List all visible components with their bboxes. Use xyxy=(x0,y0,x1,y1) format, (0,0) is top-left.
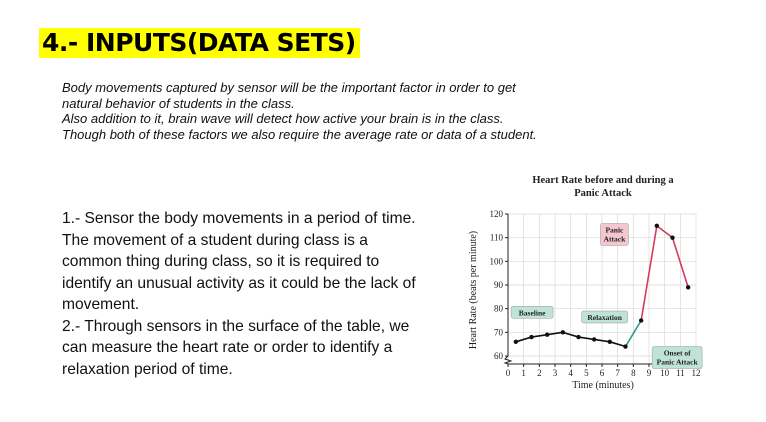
series-segment xyxy=(609,341,626,348)
y-tick-label: 120 xyxy=(490,209,504,219)
annotation-label: Panic Attack xyxy=(657,358,699,367)
series-segment xyxy=(671,237,689,288)
slide-title: 4.- INPUTS(DATA SETS) xyxy=(39,28,360,58)
data-point xyxy=(560,330,566,335)
annotation-box xyxy=(600,223,629,246)
y-tick-label: 80 xyxy=(494,304,504,314)
series-segment xyxy=(547,331,563,336)
data-point xyxy=(576,334,581,340)
data-point xyxy=(623,344,628,349)
series-segment xyxy=(656,225,673,239)
intro-line: Though both of these factors we also req… xyxy=(62,126,537,142)
x-tick-label: 10 xyxy=(660,368,670,378)
body-points: 1.- Sensor the body movements in a perio… xyxy=(62,208,422,380)
annotation-box xyxy=(510,306,554,319)
intro-line: Also addition to it, brain wave will det… xyxy=(62,111,504,126)
x-tick-label: 1 xyxy=(521,368,526,378)
series-segment xyxy=(594,338,610,343)
x-tick-label: 9 xyxy=(647,368,652,378)
data-point xyxy=(544,332,550,337)
series-segment xyxy=(624,320,642,347)
annotation-label: Relaxation xyxy=(587,313,622,322)
annotation-label: Attack xyxy=(604,234,626,243)
y-axis-break xyxy=(503,355,513,365)
x-tick-label: 6 xyxy=(600,368,605,378)
series-segment xyxy=(562,331,579,338)
data-point xyxy=(670,235,675,240)
x-tick-label: 3 xyxy=(553,368,558,378)
x-tick-label: 8 xyxy=(631,368,636,378)
point-heart-rate: 2.- Through sensors in the surface of th… xyxy=(62,317,410,378)
y-axis-label: Heart Rate (beats per minute) xyxy=(468,231,479,349)
x-tick-label: 7 xyxy=(615,368,620,378)
series-segment xyxy=(578,336,595,341)
y-tick-label: 90 xyxy=(494,280,504,290)
annotation-box xyxy=(651,346,703,369)
intro-line: Body movements captured by sensor will b… xyxy=(62,80,516,95)
data-point xyxy=(638,318,644,323)
data-point xyxy=(607,339,613,344)
intro-paragraph: Body movements captured by sensor will b… xyxy=(62,80,632,142)
y-tick-label: 110 xyxy=(490,233,504,243)
annotation-box xyxy=(581,310,628,324)
series-segment xyxy=(515,336,532,343)
data-point xyxy=(685,285,691,290)
series-segment xyxy=(640,225,658,321)
series-segment xyxy=(531,333,548,338)
y-tick-label: 70 xyxy=(494,327,504,337)
x-tick-label: 4 xyxy=(568,368,573,378)
annotation-label: Panic xyxy=(605,225,624,234)
x-tick-label: 11 xyxy=(676,368,685,378)
intro-line: natural behavior of students in the clas… xyxy=(62,95,295,111)
chart-title-line-2: Panic Attack xyxy=(574,188,632,199)
annotation-label: Baseline xyxy=(519,308,546,317)
point-sensor-movements: 1.- Sensor the body movements in a perio… xyxy=(62,210,416,313)
x-axis-label: Time (minutes) xyxy=(572,380,634,391)
annotation-label: Onset of xyxy=(664,349,691,358)
data-point xyxy=(591,337,597,342)
x-tick-label: 12 xyxy=(692,368,701,378)
heart-rate-chart: Heart Rate before and during a Panic Att… xyxy=(468,175,703,391)
x-tick-label: 5 xyxy=(584,368,589,378)
data-point xyxy=(654,223,660,229)
data-point xyxy=(529,334,534,340)
data-point xyxy=(513,339,519,344)
y-tick-label: 100 xyxy=(490,256,504,266)
x-tick-label: 2 xyxy=(537,368,542,378)
y-tick-label: 60 xyxy=(494,351,504,361)
x-tick-label: 0 xyxy=(506,368,511,378)
chart-title-line-1: Heart Rate before and during a xyxy=(532,175,674,186)
